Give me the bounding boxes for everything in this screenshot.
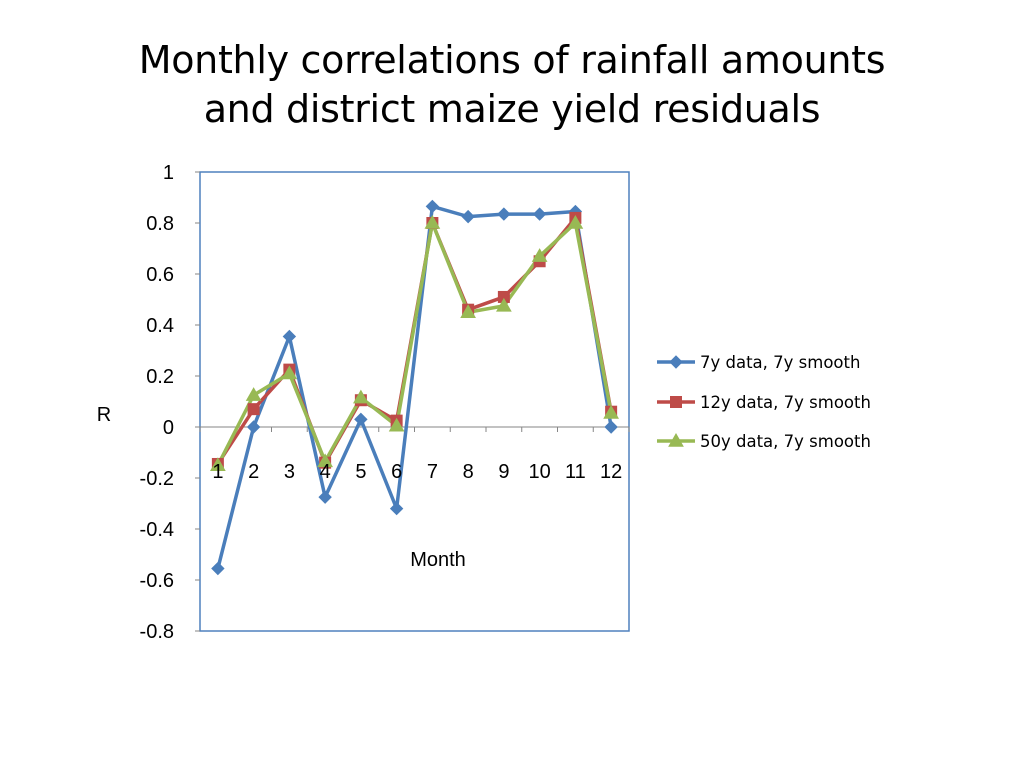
y-tick-label: 1: [163, 162, 174, 184]
series-2-point: [247, 403, 260, 416]
series-line-1: [216, 204, 613, 569]
slide-title-line-1: Monthly correlations of rainfall amounts: [138, 38, 886, 82]
slide-title: Monthly correlations of rainfall amounts…: [0, 36, 1024, 134]
series-1-point: [282, 329, 297, 344]
legend-marker: [669, 355, 683, 369]
y-tick-label: 0.8: [146, 213, 174, 235]
series-3-point: [460, 304, 476, 318]
series-3-point: [317, 453, 333, 468]
series-1-point: [604, 420, 618, 434]
x-tick-label: 8: [463, 461, 474, 483]
series-1-point: [497, 207, 511, 221]
series-1-point: [211, 561, 225, 576]
y-tick-label: 0: [163, 417, 174, 439]
y-tick-label: -0.8: [140, 621, 174, 643]
y-axis-title: R: [97, 404, 111, 426]
series-3-point: [567, 214, 584, 229]
legend-marker: [670, 396, 682, 408]
slide-title-line-2: and district maize yield residuals: [203, 87, 821, 131]
x-tick-label: 6: [391, 461, 402, 483]
series-1-point: [532, 207, 547, 221]
x-tick-label: 3: [284, 461, 295, 483]
series-3-point: [353, 389, 369, 404]
y-tick-label: -0.2: [140, 468, 174, 490]
x-tick-label: 5: [355, 461, 366, 483]
legend-label: 7y data, 7y smooth: [700, 353, 860, 372]
y-tick-label: 0.6: [146, 264, 174, 286]
x-axis-title: Month: [410, 549, 466, 571]
legend-label: 12y data, 7y smooth: [700, 393, 871, 412]
legend-label: 50y data, 7y smooth: [700, 432, 871, 451]
y-tick-label: 0.4: [146, 315, 174, 337]
x-tick-label: 12: [600, 461, 622, 483]
series-lines: [216, 204, 613, 569]
series-3-point: [603, 404, 619, 419]
series-3-point: [388, 417, 405, 432]
legend: 7y data, 7y smooth 12y data, 7y smooth 50y…: [657, 353, 871, 451]
series-1-point: [389, 501, 404, 516]
series-1-point: [354, 412, 368, 427]
y-tick-labels: 1 0.8 0.6 0.4 0.2 0 -0.2 -0.4 -0.6 -0.8: [140, 162, 174, 643]
y-tick-label: -0.6: [140, 570, 174, 592]
x-tick-label: 7: [427, 461, 438, 483]
series-3-point: [281, 365, 298, 380]
x-tick-label: 4: [320, 461, 331, 483]
series-3-point: [531, 248, 548, 262]
series-markers: [210, 199, 619, 576]
series-1-point: [461, 209, 475, 224]
legend-marker: [668, 432, 684, 447]
series-1-point: [246, 420, 261, 434]
x-tick-label: 10: [529, 461, 551, 483]
series-3-point: [245, 387, 262, 401]
y-tick-label: 0.2: [146, 366, 174, 388]
x-tick-label: 11: [565, 461, 586, 483]
y-tick-label: -0.4: [140, 519, 174, 541]
x-tick-label: 1: [212, 461, 223, 483]
series-1-point: [318, 490, 332, 504]
series-3-point: [496, 297, 512, 312]
plot-area-border: [199, 171, 630, 632]
series-3-point: [424, 214, 441, 229]
series-3-point: [210, 457, 226, 471]
series-1-point: [425, 199, 440, 214]
x-tick-labels: 1 2 3 4 5 6 7 8 9 10 11 12: [212, 461, 622, 483]
x-tick-label: 2: [248, 461, 259, 483]
x-tick-label: 9: [498, 461, 509, 483]
